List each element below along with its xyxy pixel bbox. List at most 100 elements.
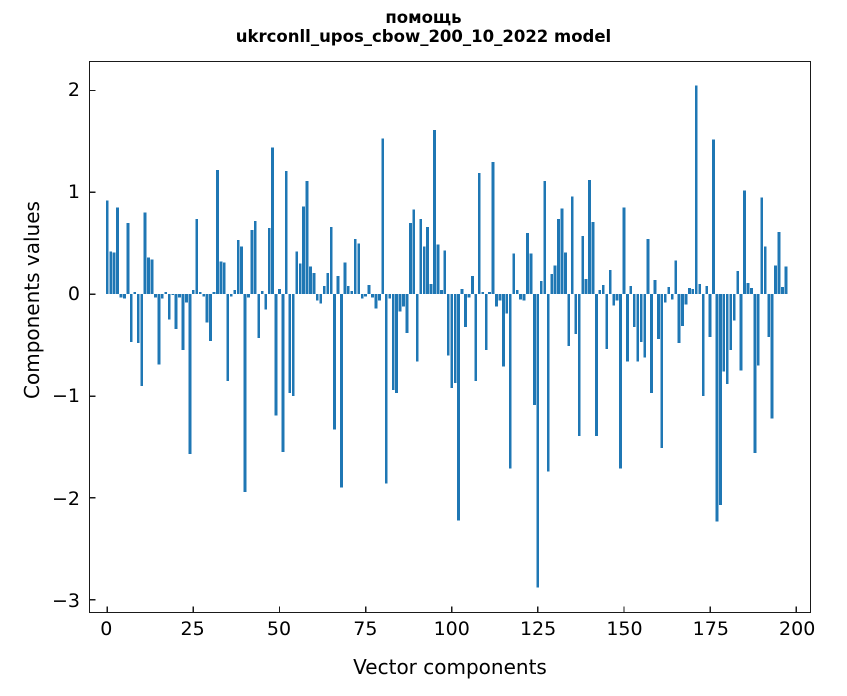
bar xyxy=(147,257,150,295)
y-tick-label: 2 xyxy=(67,78,80,101)
bar xyxy=(322,286,326,295)
bar xyxy=(402,294,405,307)
bar xyxy=(298,263,302,295)
bar xyxy=(591,221,595,295)
bar xyxy=(422,246,426,295)
bar xyxy=(584,278,588,295)
bar xyxy=(622,207,626,295)
bar xyxy=(767,294,771,337)
bar xyxy=(502,294,505,367)
bar xyxy=(653,279,657,295)
bar xyxy=(663,294,667,303)
bar xyxy=(464,294,467,327)
bar xyxy=(226,294,230,381)
bar xyxy=(181,294,185,351)
bar xyxy=(388,294,392,299)
bar xyxy=(467,294,471,298)
bar xyxy=(374,294,378,309)
bar xyxy=(484,294,488,351)
plot-area xyxy=(89,61,811,613)
bar xyxy=(543,181,547,295)
bar xyxy=(291,294,295,397)
bar xyxy=(688,288,691,295)
bar xyxy=(105,200,109,295)
bar xyxy=(140,294,144,386)
bar xyxy=(143,212,147,295)
bar xyxy=(167,294,171,320)
bar xyxy=(429,284,433,295)
y-axis-tick-labels: 2 1 0 −1 −2 −3 xyxy=(38,61,80,613)
bar xyxy=(450,294,454,388)
bar xyxy=(378,294,381,301)
bar xyxy=(257,294,261,339)
bar xyxy=(698,284,702,295)
bar xyxy=(491,161,495,295)
bar xyxy=(415,294,419,362)
bar xyxy=(405,294,409,333)
bar xyxy=(677,294,681,344)
bar xyxy=(498,294,502,301)
y-tick-label: −1 xyxy=(51,385,80,408)
bar xyxy=(667,287,671,295)
bar xyxy=(419,218,423,295)
bar xyxy=(164,292,168,295)
bar xyxy=(315,294,319,301)
bar xyxy=(340,294,343,488)
bar xyxy=(770,294,774,419)
bar xyxy=(443,250,447,295)
bar xyxy=(398,294,402,312)
bar xyxy=(222,262,226,295)
bar xyxy=(626,294,629,362)
bar xyxy=(409,222,412,295)
bar xyxy=(302,206,305,295)
bar xyxy=(305,181,309,295)
bar xyxy=(660,294,664,449)
bar xyxy=(619,294,622,469)
x-tick-label: 150 xyxy=(606,618,643,640)
bar xyxy=(474,294,478,381)
bar xyxy=(612,294,616,306)
bar xyxy=(350,291,354,295)
bar xyxy=(681,294,684,326)
bar xyxy=(126,222,130,295)
bar xyxy=(781,287,784,295)
bar xyxy=(353,239,357,295)
bar xyxy=(209,294,212,342)
y-tick-label: 1 xyxy=(67,180,80,203)
bar xyxy=(712,139,715,295)
bar xyxy=(632,294,636,327)
bar xyxy=(188,294,192,455)
chart-title-line-1: помощь xyxy=(385,8,462,27)
bar xyxy=(253,220,257,295)
bar xyxy=(636,294,640,362)
bar xyxy=(536,294,540,588)
bar xyxy=(312,272,316,295)
y-axis-label: Components values xyxy=(20,201,44,399)
bar xyxy=(240,246,243,295)
bar xyxy=(457,294,460,521)
bar xyxy=(371,294,374,298)
bar xyxy=(567,294,571,347)
bar xyxy=(391,294,395,390)
bar xyxy=(756,294,760,366)
bar xyxy=(446,294,450,356)
bar xyxy=(650,294,653,394)
bar xyxy=(774,265,777,295)
x-tick-label: 25 xyxy=(180,618,205,640)
bar xyxy=(753,294,757,454)
bar xyxy=(357,243,361,295)
bar xyxy=(512,253,516,295)
bar xyxy=(264,294,268,310)
bar xyxy=(460,289,464,295)
bar xyxy=(243,294,247,492)
bar xyxy=(278,289,281,295)
bar xyxy=(495,294,498,307)
bar xyxy=(233,290,237,295)
bar xyxy=(750,288,753,295)
bar xyxy=(109,251,113,295)
x-tick-label: 200 xyxy=(779,618,816,640)
bar-series-canvas xyxy=(90,85,797,612)
bar xyxy=(588,180,591,295)
bar xyxy=(360,294,364,299)
bar xyxy=(529,253,533,295)
